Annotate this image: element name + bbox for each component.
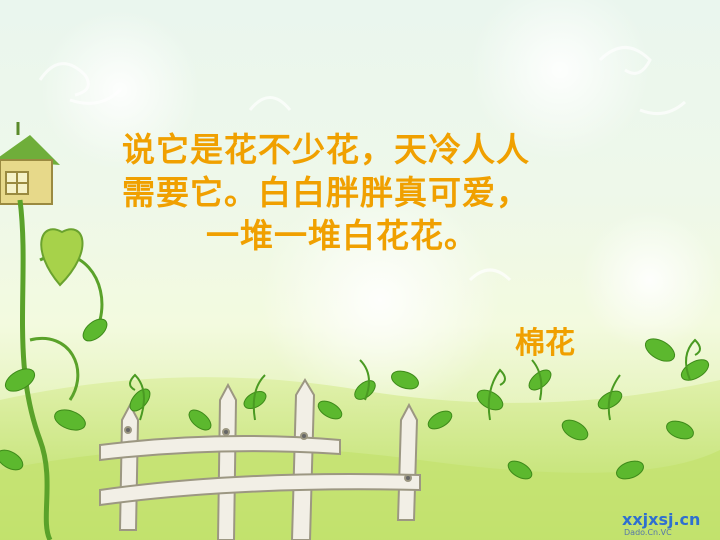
riddle-text: 说它是花不少花，天冷人人 需要它。白白胖胖真可爱， 一堆一堆白花花。	[122, 128, 642, 257]
watermark-text: xxjxsj.cn	[622, 510, 701, 529]
vine-leaves	[0, 318, 710, 480]
vine-stem	[17, 199, 53, 540]
watermark-subtext: Dado.Cn.VC	[624, 528, 672, 537]
riddle-line-1: 说它是花不少花，天冷人人	[122, 130, 530, 169]
riddle-answer: 棉花	[515, 326, 575, 361]
swirl-decorations	[38, 46, 687, 282]
watermark-logo: xxjxsj.cn Dado.Cn.VC	[618, 508, 718, 538]
heart-leaf	[40, 228, 84, 287]
birdhouse	[0, 122, 60, 205]
riddle-line-3: 一堆一堆白花花。	[206, 216, 478, 255]
tendrils	[129, 338, 701, 421]
fence	[99, 378, 421, 540]
riddle-line-2: 需要它。白白胖胖真可爱，	[122, 173, 530, 212]
sky-glow	[40, 0, 720, 420]
